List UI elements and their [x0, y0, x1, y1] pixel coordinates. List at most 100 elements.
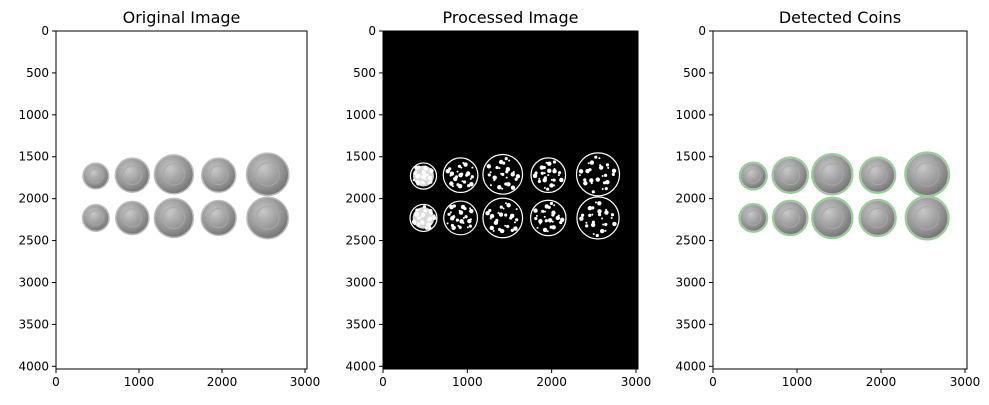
coin-texture-mark	[457, 183, 463, 189]
coin-texture-mark	[557, 174, 560, 177]
coin-edge-mark	[409, 203, 438, 233]
x-tick-label: 3000	[621, 375, 652, 389]
coin-relief-mark	[122, 165, 143, 186]
y-tick-label: 2500	[345, 234, 376, 248]
coin-relief-mark	[820, 206, 844, 230]
detected-circle-mark	[738, 161, 768, 191]
y-tick-label: 4000	[675, 359, 706, 373]
coin-texture-mark	[549, 183, 554, 188]
coin-texture-mark	[579, 216, 584, 221]
coin-mark	[246, 196, 290, 240]
y-tick-label: 500	[683, 66, 706, 80]
x-tick-label: 1000	[452, 375, 483, 389]
coin-texture-mark	[462, 180, 467, 184]
coin-texture-mark	[542, 178, 547, 183]
detected-circle-mark	[858, 198, 897, 238]
coin-texture-mark	[501, 187, 504, 190]
coin-texture-mark	[597, 213, 602, 217]
coin-texture-mark	[493, 220, 499, 225]
coin-texture-mark	[451, 225, 456, 230]
y-tick-label: 2000	[345, 192, 376, 206]
coin-texture-mark	[504, 202, 507, 205]
coin-texture-mark	[539, 165, 545, 170]
coin-texture-mark	[583, 178, 587, 182]
coin-texture-mark	[537, 179, 541, 184]
coin-texture-mark	[542, 227, 548, 233]
coin-texture-mark	[464, 215, 468, 219]
coin-texture-mark	[460, 204, 466, 210]
y-tick-label: 1500	[18, 150, 49, 164]
coin-texture-mark	[578, 174, 581, 177]
coin-mark	[153, 197, 195, 239]
coin-texture-mark	[599, 228, 605, 234]
detected-circle-mark	[810, 196, 854, 240]
coin-texture-mark	[515, 208, 518, 211]
coin-texture-mark	[538, 218, 543, 224]
coin-texture-mark	[506, 203, 511, 208]
coin-texture-mark	[591, 190, 595, 194]
coin-relief-mark	[255, 162, 280, 187]
coin-texture-mark	[492, 229, 495, 232]
coin-texture-mark	[557, 214, 560, 217]
panel-detected: 0 1000 2000 3000 0 500 1000 1500 2000 2500 3000 350…	[675, 8, 980, 389]
coin-texture-mark	[581, 213, 585, 217]
coin-texture-mark	[449, 204, 454, 210]
y-tick-label: 4000	[18, 359, 49, 373]
coin-relief-mark	[88, 210, 104, 226]
coin-edge-mark	[482, 153, 524, 195]
coin-texture-mark	[590, 222, 596, 228]
y-tick-label: 1000	[675, 108, 706, 122]
y-tick-label: 1500	[345, 150, 376, 164]
coin-texture-mark	[489, 213, 495, 219]
coin-texture-mark	[508, 159, 511, 162]
coin-texture-mark	[463, 162, 468, 167]
coin-edge-mark	[442, 157, 479, 194]
coin-relief-mark	[255, 206, 280, 230]
coin-texture-mark	[594, 155, 598, 159]
coin-texture-mark	[585, 221, 588, 224]
coin-texture-mark	[604, 229, 607, 232]
coin-texture-mark	[489, 184, 492, 187]
coin-texture-mark	[610, 213, 615, 217]
coin-texture-mark	[470, 175, 474, 179]
coin-texture-mark	[510, 172, 515, 177]
coin-texture-mark	[498, 212, 504, 217]
coin-texture-mark	[469, 207, 472, 210]
panel-processed: 0 1000 2000 3000 0 500 1000 1500 2000 2500 3000 350…	[345, 8, 651, 389]
coin-texture-mark	[513, 221, 516, 224]
coin-texture-mark	[514, 177, 518, 181]
coin-mark	[245, 152, 290, 197]
coin-texture-mark	[492, 175, 497, 180]
coin-texture-mark	[499, 228, 505, 234]
coin-mark	[114, 157, 151, 193]
coin-texture-mark	[583, 181, 588, 186]
coin-texture-mark	[536, 226, 539, 229]
coin-mark	[811, 153, 853, 195]
coin-texture-mark	[605, 208, 608, 211]
coin-fill-mark	[413, 165, 434, 187]
coin-texture-mark	[504, 224, 507, 227]
axes-frame	[712, 30, 968, 370]
coin-texture-mark	[447, 212, 451, 216]
coin-texture-mark	[446, 222, 449, 225]
y-tick-label: 2500	[18, 234, 49, 248]
coin-texture-mark	[449, 181, 454, 186]
coin-mark	[811, 197, 853, 239]
coin-texture-mark	[604, 210, 609, 215]
coin-texture-mark	[589, 178, 594, 183]
y-tick-label: 1000	[345, 108, 376, 122]
coin-texture-mark	[512, 170, 515, 173]
coin-texture-mark	[555, 215, 561, 221]
coin-texture-mark	[549, 201, 554, 206]
y-tick-label: 2000	[18, 192, 49, 206]
coin-texture-mark	[510, 185, 516, 190]
coin-texture-mark	[604, 173, 608, 177]
x-tick-label: 2000	[207, 375, 238, 389]
y-tick-label: 0	[41, 24, 49, 38]
y-tick-label: 4000	[345, 359, 376, 373]
coin-texture-mark	[547, 161, 552, 166]
coin-texture-mark	[552, 160, 557, 164]
coin-mark	[115, 200, 150, 236]
panel-title: Processed Image	[443, 8, 579, 27]
